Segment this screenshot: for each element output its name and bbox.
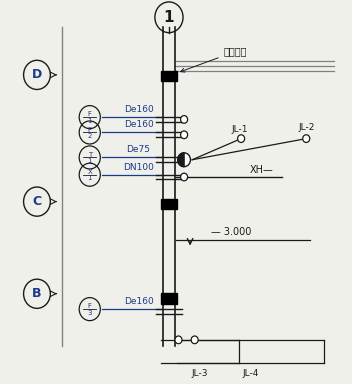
Text: JL-1: JL-1 <box>231 125 247 134</box>
Text: JL-4: JL-4 <box>242 369 259 377</box>
Text: De160: De160 <box>124 105 153 114</box>
Text: F: F <box>88 303 92 309</box>
Circle shape <box>181 131 188 139</box>
Text: 1: 1 <box>164 10 174 25</box>
Text: De160: De160 <box>124 297 153 306</box>
Text: D: D <box>32 68 42 81</box>
Text: 2: 2 <box>88 133 92 139</box>
Text: — 3.000: — 3.000 <box>211 227 252 237</box>
Text: De160: De160 <box>124 121 153 129</box>
Text: T: T <box>88 152 92 157</box>
Circle shape <box>303 135 310 142</box>
Text: De75: De75 <box>126 146 151 154</box>
Text: 1: 1 <box>88 158 92 164</box>
Bar <box>161 199 177 209</box>
Text: C: C <box>32 195 42 208</box>
Text: B: B <box>32 287 42 300</box>
Circle shape <box>181 156 188 164</box>
Text: 1: 1 <box>88 118 92 124</box>
Bar <box>161 71 177 81</box>
Text: F: F <box>88 111 92 117</box>
Circle shape <box>238 135 245 142</box>
Text: JL-3: JL-3 <box>192 369 208 377</box>
Text: JL-2: JL-2 <box>298 123 314 132</box>
Circle shape <box>175 336 182 344</box>
Text: DN100: DN100 <box>123 163 154 172</box>
Text: XH—: XH— <box>250 165 274 175</box>
Text: 防水套管: 防水套管 <box>181 46 247 72</box>
Circle shape <box>178 153 190 167</box>
Text: 3: 3 <box>88 310 92 316</box>
Polygon shape <box>178 153 184 167</box>
Text: X: X <box>87 169 92 175</box>
Text: 1: 1 <box>88 175 92 181</box>
Text: F: F <box>88 127 92 132</box>
Circle shape <box>181 173 188 181</box>
Circle shape <box>191 336 198 344</box>
Bar <box>161 293 177 304</box>
Circle shape <box>181 116 188 123</box>
